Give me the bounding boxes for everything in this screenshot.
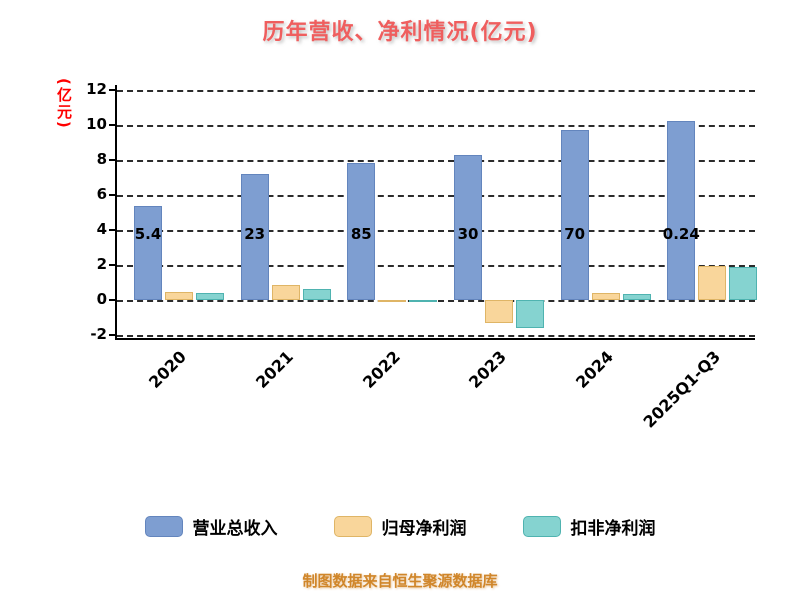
grid-line xyxy=(117,125,755,128)
y-tick-mark xyxy=(109,159,117,162)
x-tick-label: 2022 xyxy=(358,347,404,392)
bar xyxy=(667,121,696,300)
grid-line xyxy=(117,160,755,163)
plot-area: 12 10 8 6 4 2 0 -2 5.4 23 85 30 70 0.24 2020 2021 2022 20… xyxy=(86,80,758,432)
legend-swatch xyxy=(522,516,561,537)
grid-line xyxy=(117,334,755,337)
legend-item: 归母净利润 xyxy=(333,514,467,539)
grid-line xyxy=(117,230,755,232)
bar xyxy=(454,154,482,300)
bar-value-label: 23 xyxy=(244,225,266,243)
legend-item: 营业总收入 xyxy=(144,514,278,539)
bar-value-label: 85 xyxy=(350,225,372,243)
bar xyxy=(134,205,162,300)
chart-title: 历年营收、净利情况(亿元) xyxy=(262,20,538,45)
y-tick-mark xyxy=(109,124,117,127)
bar xyxy=(516,299,544,328)
x-tick-label: 2023 xyxy=(465,347,511,392)
grid-line xyxy=(117,195,755,197)
bar xyxy=(347,162,376,300)
y-tick-label: 4 xyxy=(96,220,107,238)
bar xyxy=(485,299,513,324)
bar xyxy=(698,265,727,300)
legend-item: 扣非净利润 xyxy=(522,514,656,539)
legend-swatch xyxy=(144,516,183,537)
bar-value-label: 5.4 xyxy=(134,225,162,243)
x-tick-label: 2020 xyxy=(145,347,191,392)
y-tick-label: -2 xyxy=(90,324,107,343)
bar xyxy=(196,292,224,300)
y-tick-label: 2 xyxy=(96,254,107,273)
grid-line xyxy=(117,90,755,93)
bar xyxy=(165,292,193,300)
data-source-note: 制图数据来自恒生聚源数据库 xyxy=(302,572,498,590)
y-tick-label: 8 xyxy=(96,150,107,169)
bar xyxy=(409,299,438,303)
bar xyxy=(378,299,407,302)
bar xyxy=(729,267,758,300)
bar xyxy=(271,284,300,300)
y-tick-label: 0 xyxy=(96,289,107,308)
y-tick-mark xyxy=(109,89,117,92)
legend-label: 扣非净利润 xyxy=(570,519,656,539)
bar xyxy=(591,292,620,300)
y-tick-label: 10 xyxy=(86,115,107,134)
legend-swatch xyxy=(333,516,372,537)
bar-value-label: 30 xyxy=(457,225,479,243)
x-tick-label: 2025Q1-Q3 xyxy=(639,347,724,432)
y-tick-mark xyxy=(109,298,117,301)
y-tick-label: 12 xyxy=(86,80,107,99)
legend: 营业总收入 归母净利润 扣非净利润 xyxy=(0,514,800,539)
bar-value-label: 0.24 xyxy=(662,225,700,243)
x-tick-label: 2021 xyxy=(252,347,298,392)
y-axis-title: (亿元) xyxy=(55,78,73,130)
bar xyxy=(560,130,589,300)
y-tick-label: 6 xyxy=(96,185,107,203)
y-tick-mark xyxy=(109,333,117,336)
legend-label: 营业总收入 xyxy=(192,519,278,539)
y-tick-mark xyxy=(109,229,117,231)
y-tick-mark xyxy=(109,194,117,196)
bar xyxy=(302,288,331,300)
x-tick-label: 2024 xyxy=(572,347,618,392)
legend-label: 归母净利润 xyxy=(381,519,467,539)
y-tick-mark xyxy=(109,263,117,266)
bar xyxy=(622,294,651,300)
bar xyxy=(240,173,269,300)
grid-line xyxy=(117,264,755,267)
bar-value-label: 70 xyxy=(564,225,586,243)
